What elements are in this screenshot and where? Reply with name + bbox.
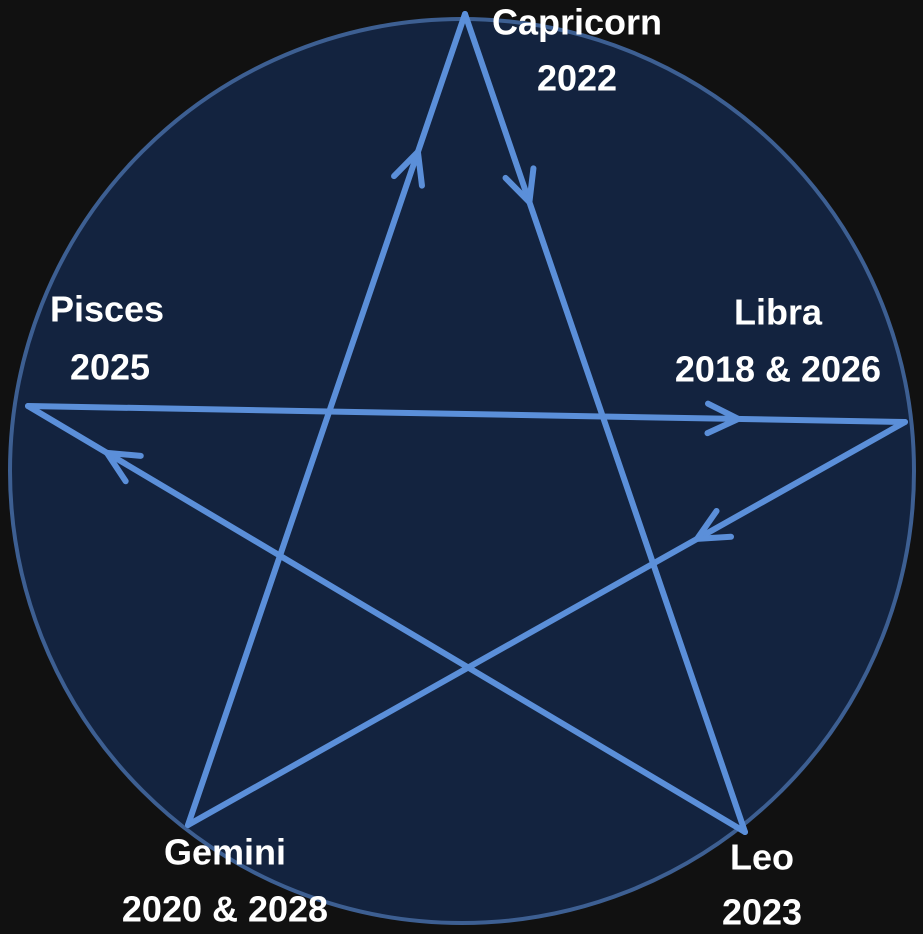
arrow-head bbox=[103, 449, 144, 485]
arrow-head bbox=[694, 508, 735, 542]
node-name: Leo bbox=[730, 837, 794, 878]
edge bbox=[462, 11, 748, 835]
edge bbox=[185, 419, 908, 828]
edge bbox=[25, 403, 908, 425]
edge bbox=[25, 403, 748, 835]
circle bbox=[8, 17, 916, 925]
arrow-head bbox=[704, 400, 742, 437]
node-years: 2022 bbox=[537, 58, 617, 99]
pentagram bbox=[25, 11, 908, 835]
node-years: 2023 bbox=[722, 892, 802, 933]
node-years: 2018 & 2026 bbox=[675, 349, 881, 390]
node-name: Capricorn bbox=[492, 2, 662, 43]
node-years: 2020 & 2028 bbox=[122, 889, 328, 930]
arrow-head bbox=[391, 148, 425, 189]
node-name: Pisces bbox=[50, 289, 164, 330]
node-years: 2025 bbox=[70, 347, 150, 388]
arrow-head bbox=[502, 165, 537, 206]
node-name: Libra bbox=[734, 292, 823, 333]
node-name: Gemini bbox=[164, 832, 286, 873]
